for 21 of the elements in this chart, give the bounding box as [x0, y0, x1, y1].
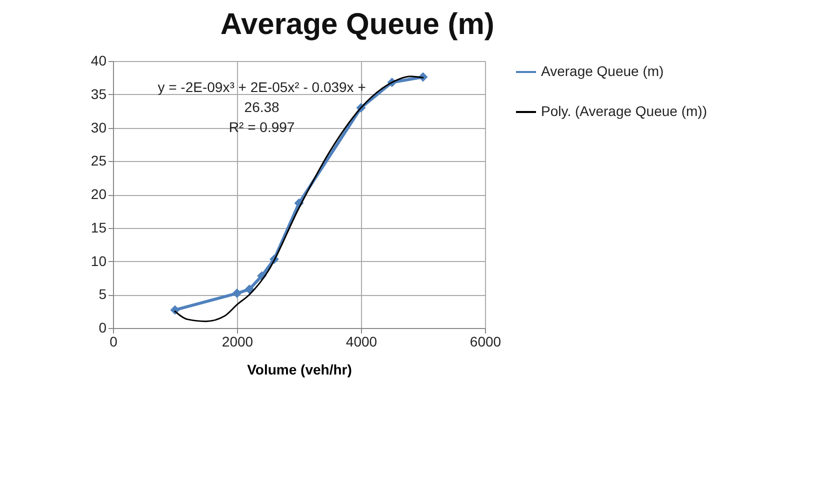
y-tick-label: 25	[90, 152, 107, 169]
y-tick-label: 40	[90, 52, 107, 68]
annotation: R² = 0.997	[228, 119, 295, 135]
y-tick-label: 15	[90, 219, 107, 236]
y-tick-label: 30	[90, 119, 107, 136]
point	[232, 288, 242, 298]
x-axis-title: Volume (veh/hr)	[247, 362, 352, 378]
y-tick-label: 20	[90, 186, 107, 202]
x-tick-label: 2000	[222, 334, 254, 350]
annotation: y = -2E-09x³ + 2E-05x² - 0.039x + 26.38	[158, 79, 366, 115]
legend-label: Poly. (Average Queue (m))	[541, 103, 707, 119]
point	[244, 284, 254, 294]
y-tick-label: 0	[98, 320, 107, 336]
x-tick-label: 6000	[470, 334, 502, 350]
y-tick-label: 5	[98, 286, 107, 302]
legend-label: Average Queue (m)	[541, 63, 664, 79]
y-tick-label: 35	[90, 86, 107, 102]
chart-title: Average Queue (m)	[220, 8, 494, 41]
x-tick-label: 0	[110, 334, 118, 350]
y-tick-label: 10	[90, 252, 107, 269]
x-tick-label: 4000	[346, 334, 378, 350]
